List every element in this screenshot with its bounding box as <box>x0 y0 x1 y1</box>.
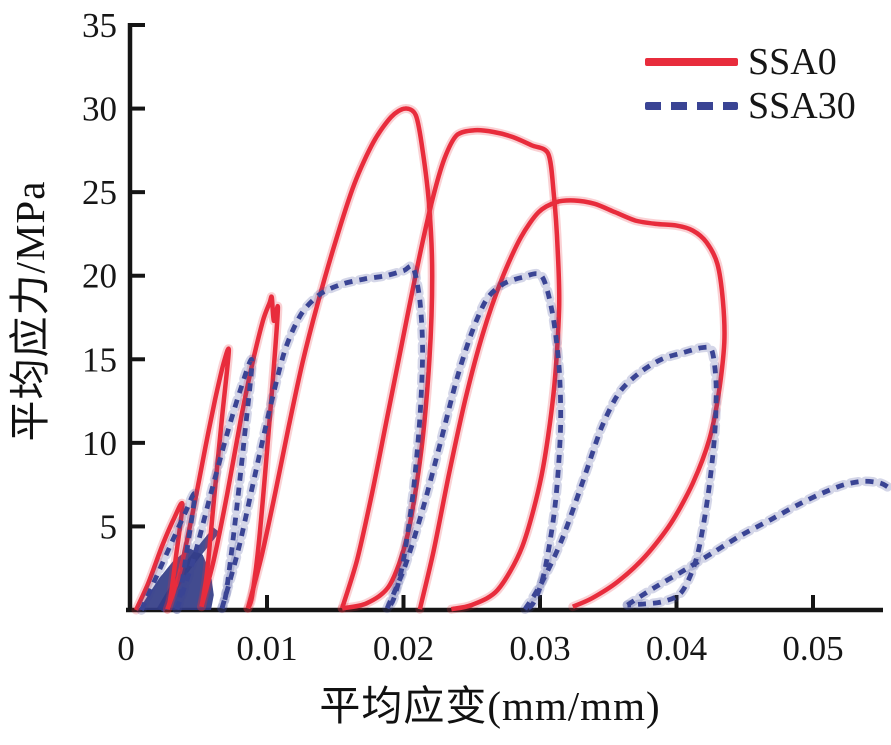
y-tick-label: 10 <box>82 424 117 463</box>
ssa30-curve-halo <box>382 268 566 614</box>
x-tick-label: 0.01 <box>236 629 297 668</box>
y-tick-label: 20 <box>82 257 117 296</box>
legend-label-ssa0: SSA0 <box>748 41 837 83</box>
ssa30-curve <box>174 357 255 610</box>
legend-entry-ssa30: SSA30 <box>645 86 856 126</box>
x-tick-label: 0.02 <box>373 629 434 668</box>
y-tick-label: 35 <box>82 6 117 45</box>
ssa30-curve <box>626 478 891 608</box>
ssa30-curve <box>219 263 425 610</box>
ssa30-curve-halo <box>622 476 891 610</box>
ssa0-curve <box>339 127 562 612</box>
legend-line-ssa0-icon <box>645 58 738 66</box>
legend-entry-ssa0: SSA0 <box>645 42 856 82</box>
legend-line-ssa30-icon <box>645 102 738 110</box>
ssa30-curve-halo <box>217 261 428 614</box>
x-axis-title: 平均应变(mm/mm) <box>319 683 661 729</box>
ssa0-curve <box>245 106 435 611</box>
y-axis-title: 平均应力/MPa <box>7 180 53 442</box>
x-tick-label: 0.03 <box>509 629 570 668</box>
ssa30-curve <box>384 271 564 612</box>
x-tick-label: 0.05 <box>782 629 843 668</box>
y-tick-label: 30 <box>82 90 117 129</box>
x-tick-label: 0 <box>117 629 135 668</box>
ssa0-curve <box>417 198 727 610</box>
ssa30-curve <box>522 344 719 611</box>
y-tick-label: 15 <box>82 340 117 379</box>
ssa0-curve <box>165 346 232 610</box>
x-tick-label: 0.04 <box>646 629 707 668</box>
y-tick-label: 25 <box>82 173 117 212</box>
ssa30-curve <box>139 491 198 611</box>
legend: SSA0 SSA30 <box>645 42 856 126</box>
ssa0-curve <box>199 294 281 610</box>
y-tick-label: 5 <box>100 507 118 546</box>
legend-label-ssa30: SSA30 <box>748 85 856 127</box>
